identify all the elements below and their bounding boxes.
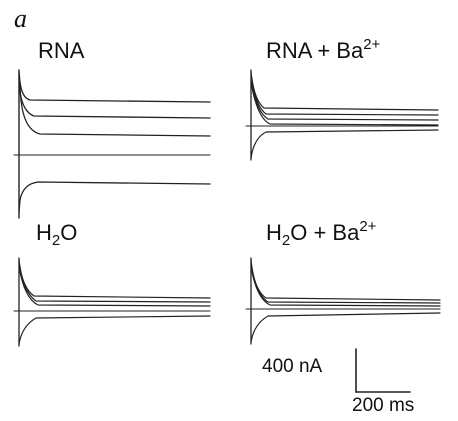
traces-h2o-ba bbox=[245, 257, 441, 345]
panel-letter: a bbox=[14, 4, 27, 33]
scale-bar-current-label: 400 nA bbox=[262, 356, 323, 377]
scale-bar bbox=[355, 348, 411, 393]
traces-h2o bbox=[13, 257, 211, 347]
scale-bar-time-label: 200 ms bbox=[352, 395, 415, 416]
traces-rna-ba bbox=[245, 69, 439, 161]
label-h2o-ba: H2O + Ba2+ bbox=[266, 218, 377, 249]
traces-rna bbox=[13, 69, 211, 219]
label-rna-ba: RNA + Ba2+ bbox=[266, 36, 381, 63]
label-h2o: H2O bbox=[36, 220, 78, 249]
label-rna: RNA bbox=[38, 38, 85, 63]
